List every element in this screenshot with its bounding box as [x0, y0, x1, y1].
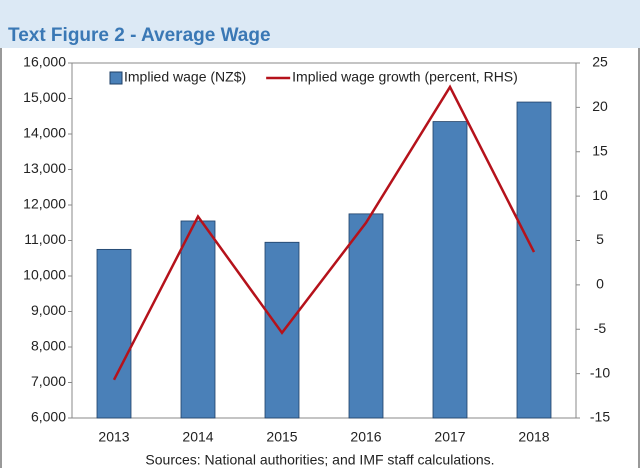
bar [348, 213, 384, 419]
y2-tick-label: 25 [592, 54, 608, 70]
y-tick-label: 8,000 [31, 338, 66, 354]
y-tick-label: 10,000 [23, 267, 66, 283]
x-tick-label: 2013 [98, 429, 129, 445]
bar [516, 101, 552, 419]
x-tick-label: 2014 [182, 429, 213, 445]
y2-tick-label: 20 [592, 98, 608, 114]
bar [432, 121, 468, 419]
legend-swatch [109, 71, 123, 85]
title-band [0, 0, 640, 48]
x-tick-label: 2015 [266, 429, 297, 445]
source-note: Sources: National authorities; and IMF s… [145, 452, 494, 468]
y2-tick-label: 10 [592, 187, 608, 203]
x-tick-label: 2017 [434, 429, 465, 445]
y2-tick-label: -10 [590, 364, 610, 380]
y2-tick-label: -15 [590, 409, 610, 425]
line [112, 84, 536, 381]
y-tick-label: 16,000 [23, 54, 66, 70]
y-tick-label: 6,000 [31, 409, 66, 425]
y-tick-label: 14,000 [23, 125, 66, 141]
y2-tick-label: -5 [594, 320, 607, 336]
y-tick-label: 7,000 [31, 373, 66, 389]
legend-label: Implied wage (NZ$) [124, 69, 246, 85]
y-tick-label: 13,000 [23, 160, 66, 176]
bar [180, 220, 216, 419]
y-tick-label: 11,000 [24, 231, 66, 247]
x-tick-label: 2016 [350, 429, 381, 445]
y2-tick-label: 5 [596, 231, 604, 247]
x-tick-label: 2018 [518, 429, 549, 445]
y-tick-label: 15,000 [23, 89, 66, 105]
y-tick-label: 12,000 [23, 196, 66, 212]
plot-frame [71, 62, 577, 419]
legend-label: Implied wage growth (percent, RHS) [292, 69, 518, 85]
bar [264, 241, 300, 419]
bar [96, 248, 132, 419]
y-tick-label: 9,000 [31, 302, 66, 318]
y2-tick-label: 0 [596, 276, 604, 292]
chart-title: Text Figure 2 - Average Wage [8, 25, 271, 46]
y2-tick-label: 15 [592, 142, 608, 158]
